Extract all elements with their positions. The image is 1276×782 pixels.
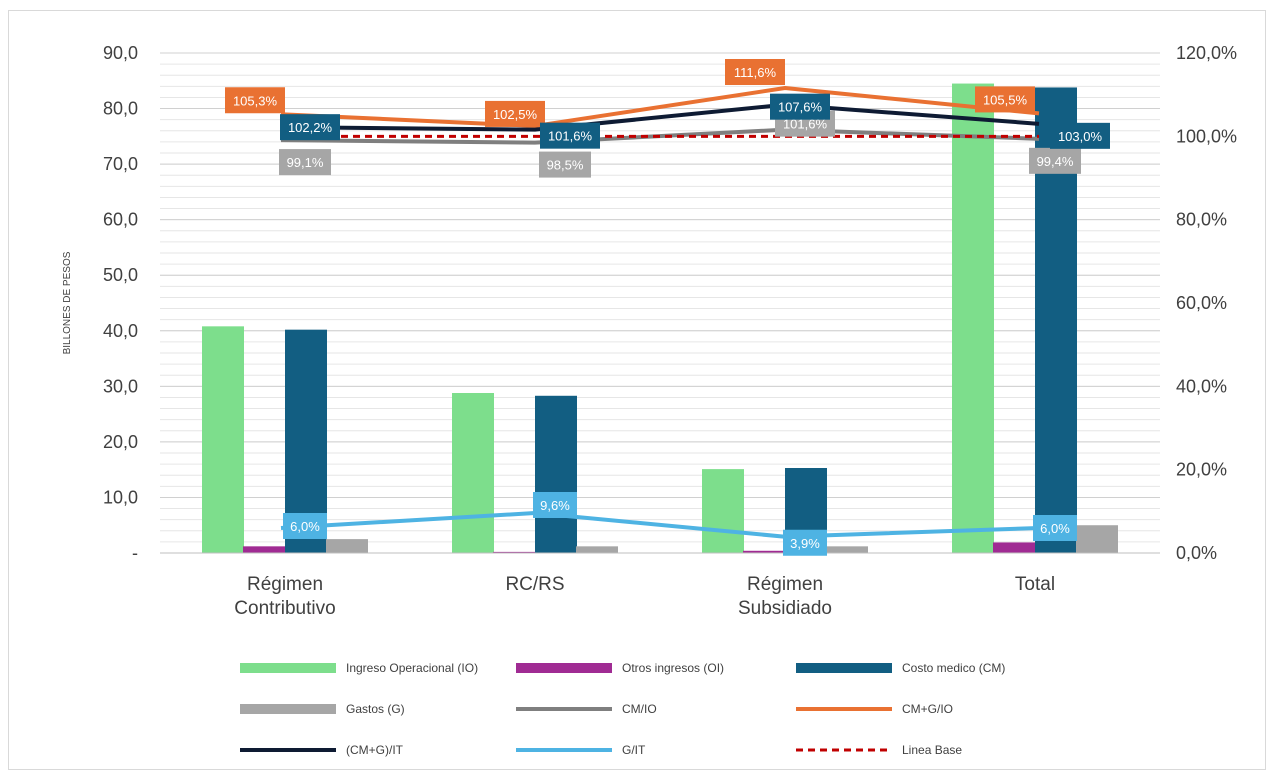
series-line [280, 102, 1040, 132]
category-label: RC/RS [505, 574, 564, 595]
bar [326, 539, 368, 553]
y-left-tick-label: 90,0 [103, 43, 138, 63]
legend-label: Costo medico (CM) [902, 661, 1005, 675]
y-right-tick-label: 120,0% [1176, 43, 1237, 63]
legend-label: Otros ingresos (OI) [622, 661, 724, 675]
data-label: 103,0% [1058, 129, 1103, 144]
data-label-box [485, 100, 545, 127]
y-left-tick-label: 20,0 [103, 432, 138, 452]
data-label-box [1033, 515, 1077, 541]
bar [952, 83, 994, 554]
bar [993, 542, 1035, 553]
data-label: 105,5% [983, 92, 1028, 107]
data-label: 102,5% [493, 107, 538, 122]
data-label-box [540, 122, 600, 149]
legend-label: CM+G/IO [902, 702, 953, 716]
bar [493, 551, 535, 553]
data-label: 105,3% [233, 93, 278, 108]
legend-swatch [240, 704, 336, 714]
data-label-box [725, 59, 785, 85]
legend-label: Ingreso Operacional (IO) [346, 661, 478, 675]
y-right-tick-label: 60,0% [1176, 293, 1227, 313]
bar [202, 326, 244, 553]
y-axis-title: BILLONES DE PESOS [62, 251, 73, 354]
data-label: 102,2% [288, 120, 333, 135]
legend-label: G/IT [622, 743, 646, 757]
y-right-tick-label: 40,0% [1176, 376, 1227, 396]
data-label-box [975, 86, 1035, 113]
data-label-box [533, 492, 577, 518]
y-left-tick-label: 80,0 [103, 99, 138, 119]
legend-label: CM/IO [622, 702, 657, 716]
y-right-tick-label: 20,0% [1176, 460, 1227, 480]
data-label-box [280, 114, 340, 141]
legend-swatch [516, 663, 612, 673]
y-right-tick-label: 100,0% [1176, 126, 1237, 146]
data-label: 101,6% [783, 117, 828, 132]
bar [576, 546, 618, 553]
y-left-tick-label: 10,0 [103, 487, 138, 507]
bar [1076, 525, 1118, 553]
category-label: Total [1015, 574, 1055, 595]
data-label-box [279, 149, 331, 176]
bar [826, 546, 868, 553]
y-left-tick-label: 50,0 [103, 265, 138, 285]
legend-swatch [796, 663, 892, 673]
category-label: Contributivo [234, 598, 335, 619]
data-label-box [283, 513, 327, 539]
legend-label: (CM+G)/IT [346, 743, 404, 757]
data-label: 99,1% [287, 155, 324, 170]
data-label: 99,4% [1037, 154, 1074, 169]
legend-label: Linea Base [902, 743, 962, 757]
data-label: 9,6% [540, 498, 570, 513]
y-left-tick-label: 40,0 [103, 321, 138, 341]
series-line [280, 511, 1040, 539]
data-label-box [770, 93, 830, 120]
data-label: 98,5% [547, 158, 584, 173]
data-label: 6,0% [290, 519, 320, 534]
legend-swatch [240, 663, 336, 673]
data-label: 107,6% [778, 100, 823, 115]
y-right-tick-label: 0,0% [1176, 543, 1217, 563]
y-left-tick-label: - [132, 543, 138, 563]
category-label: Subsidiado [738, 598, 832, 619]
y-left-tick-label: 60,0 [103, 210, 138, 230]
category-label: Régimen [247, 574, 323, 595]
y-left-tick-label: 30,0 [103, 376, 138, 396]
data-label: 111,6% [734, 65, 777, 80]
bar [535, 395, 577, 553]
series-line [280, 86, 1040, 128]
y-right-tick-label: 80,0% [1176, 210, 1227, 230]
data-label: 3,9% [790, 536, 820, 551]
bar [702, 469, 744, 553]
bar [743, 550, 785, 553]
legend-label: Gastos (G) [346, 702, 405, 716]
data-label: 6,0% [1040, 521, 1070, 536]
data-label-box [783, 529, 827, 556]
data-label-box [225, 87, 285, 114]
data-label-box [1029, 147, 1081, 174]
bar [243, 546, 285, 553]
data-label-box [1050, 122, 1110, 149]
category-label: Régimen [747, 574, 823, 595]
bar [452, 393, 494, 553]
y-left-tick-label: 70,0 [103, 154, 138, 174]
data-label: 101,6% [548, 129, 593, 144]
data-label-box [539, 151, 591, 178]
